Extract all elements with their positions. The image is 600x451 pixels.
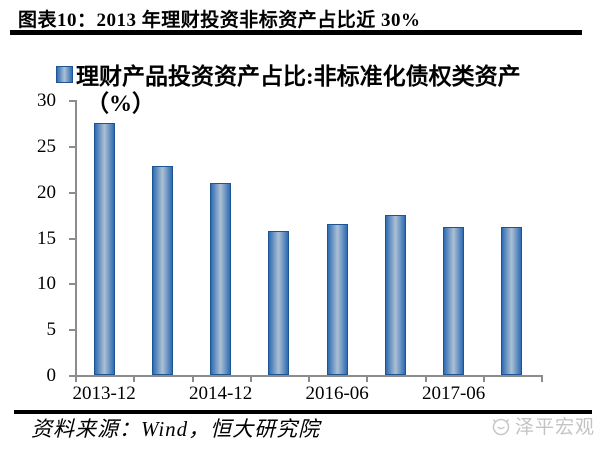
legend: 理财产品投资资产占比:非标准化债权类资产 xyxy=(56,57,521,91)
footer-divider-rule xyxy=(14,410,592,414)
x-axis-tick-label: 2013-12 xyxy=(72,383,136,404)
figure-title: 图表10：2013 年理财投资非标资产占比近 30% xyxy=(18,10,421,31)
x-tick xyxy=(541,377,543,382)
x-tick xyxy=(191,377,194,382)
bar xyxy=(210,183,232,375)
y-tick xyxy=(69,329,75,332)
legend-series-label: 理财产品投资资产占比:非标准化债权类资产 xyxy=(76,64,521,89)
x-tick xyxy=(133,377,136,382)
y-axis-tick-label: 15 xyxy=(37,227,56,249)
y-tick xyxy=(69,191,75,194)
x-axis-tick-label: 2017-06 xyxy=(421,383,486,404)
watermark-text: 泽平宏观 xyxy=(514,417,595,438)
x-axis-tick-label: 2014-12 xyxy=(188,383,253,404)
zeping-macro-logo-icon xyxy=(492,418,510,435)
y-tick xyxy=(69,375,75,377)
y-axis-tick-label: 10 xyxy=(37,273,56,295)
y-axis-tick-label: 5 xyxy=(46,319,57,341)
y-tick xyxy=(69,237,75,240)
bar xyxy=(326,223,348,375)
y-tick xyxy=(69,145,75,148)
x-tick xyxy=(424,377,427,382)
x-tick xyxy=(482,377,485,382)
x-tick xyxy=(366,377,369,382)
bar xyxy=(268,231,290,375)
x-tick xyxy=(308,377,310,382)
legend-swatch-icon xyxy=(56,65,73,83)
y-axis-tick-label: 25 xyxy=(37,135,56,157)
y-axis-tick-label: 0 xyxy=(46,365,57,386)
x-axis-line xyxy=(75,375,543,377)
x-tick xyxy=(249,377,252,382)
title-divider-rule xyxy=(10,30,582,35)
watermark: 泽平宏观 xyxy=(491,412,595,439)
bar xyxy=(93,122,115,375)
bar xyxy=(443,227,465,375)
unit-label: （%） xyxy=(86,91,155,116)
bar xyxy=(501,226,523,375)
y-tick xyxy=(69,283,75,286)
bar xyxy=(151,166,173,375)
bar xyxy=(384,214,406,375)
y-axis-tick-label: 20 xyxy=(37,181,56,203)
y-axis-tick-label: 30 xyxy=(37,90,56,111)
x-axis-tick-label: 2016-06 xyxy=(305,383,369,404)
y-tick xyxy=(69,100,75,102)
source-note: 资料来源：Wind，恒大研究院 xyxy=(31,417,321,441)
x-tick xyxy=(75,377,77,382)
y-axis-line xyxy=(75,100,77,377)
